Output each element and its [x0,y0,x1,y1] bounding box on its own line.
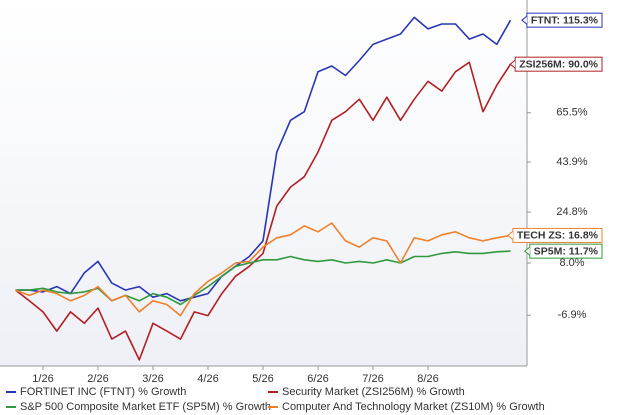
x-tick-label: 1/26 [32,373,53,385]
x-tick-label: 2/26 [87,373,108,385]
end-label: ZSI256M: 90.0% [509,56,603,72]
x-tick-label: 4/26 [197,373,218,385]
end-label-text: ZSI256M: 90.0% [519,58,598,70]
end-label-pointer [509,59,516,69]
y-tick-label: 8.0% [559,257,584,269]
y-tick-label: 43.9% [556,156,587,168]
x-tick-label: 5/26 [252,373,273,385]
x-tick-label: 7/26 [362,373,383,385]
legend-label: Security Market (ZSI256M) % Growth [282,386,465,398]
series-line [15,61,512,361]
end-label: FTNT: 115.3% [521,12,603,28]
plot-area [0,0,527,366]
end-label-pointer [521,15,528,25]
y-tick-label: 65.5% [556,107,587,119]
legend-label: FORTINET INC (FTNT) % Growth [20,386,186,398]
series-line [15,250,511,306]
end-label: TECH ZS: 16.8% [507,227,603,243]
x-tick-label: 3/26 [142,373,163,385]
end-label-text: FTNT: 115.3% [531,14,599,26]
end-label: SP5M: 11.7% [523,243,603,259]
series-line [15,222,511,317]
series-line [15,16,512,302]
end-label-pointer [507,231,514,240]
y-tick-label: 24.8% [556,206,587,218]
x-tick-label: 8/26 [417,373,438,385]
y-tick-label: -6.9% [558,309,587,321]
end-label-text: TECH ZS: 16.8% [517,230,599,242]
end-label-pointer [523,246,531,256]
end-label-text: SP5M: 11.7% [534,245,599,257]
x-tick-label: 6/26 [307,373,328,385]
legend-label: Computer And Technology Market (ZS10M) %… [282,401,545,413]
legend-label: S&P 500 Composite Market ETF (SP5M) % Gr… [20,401,271,413]
